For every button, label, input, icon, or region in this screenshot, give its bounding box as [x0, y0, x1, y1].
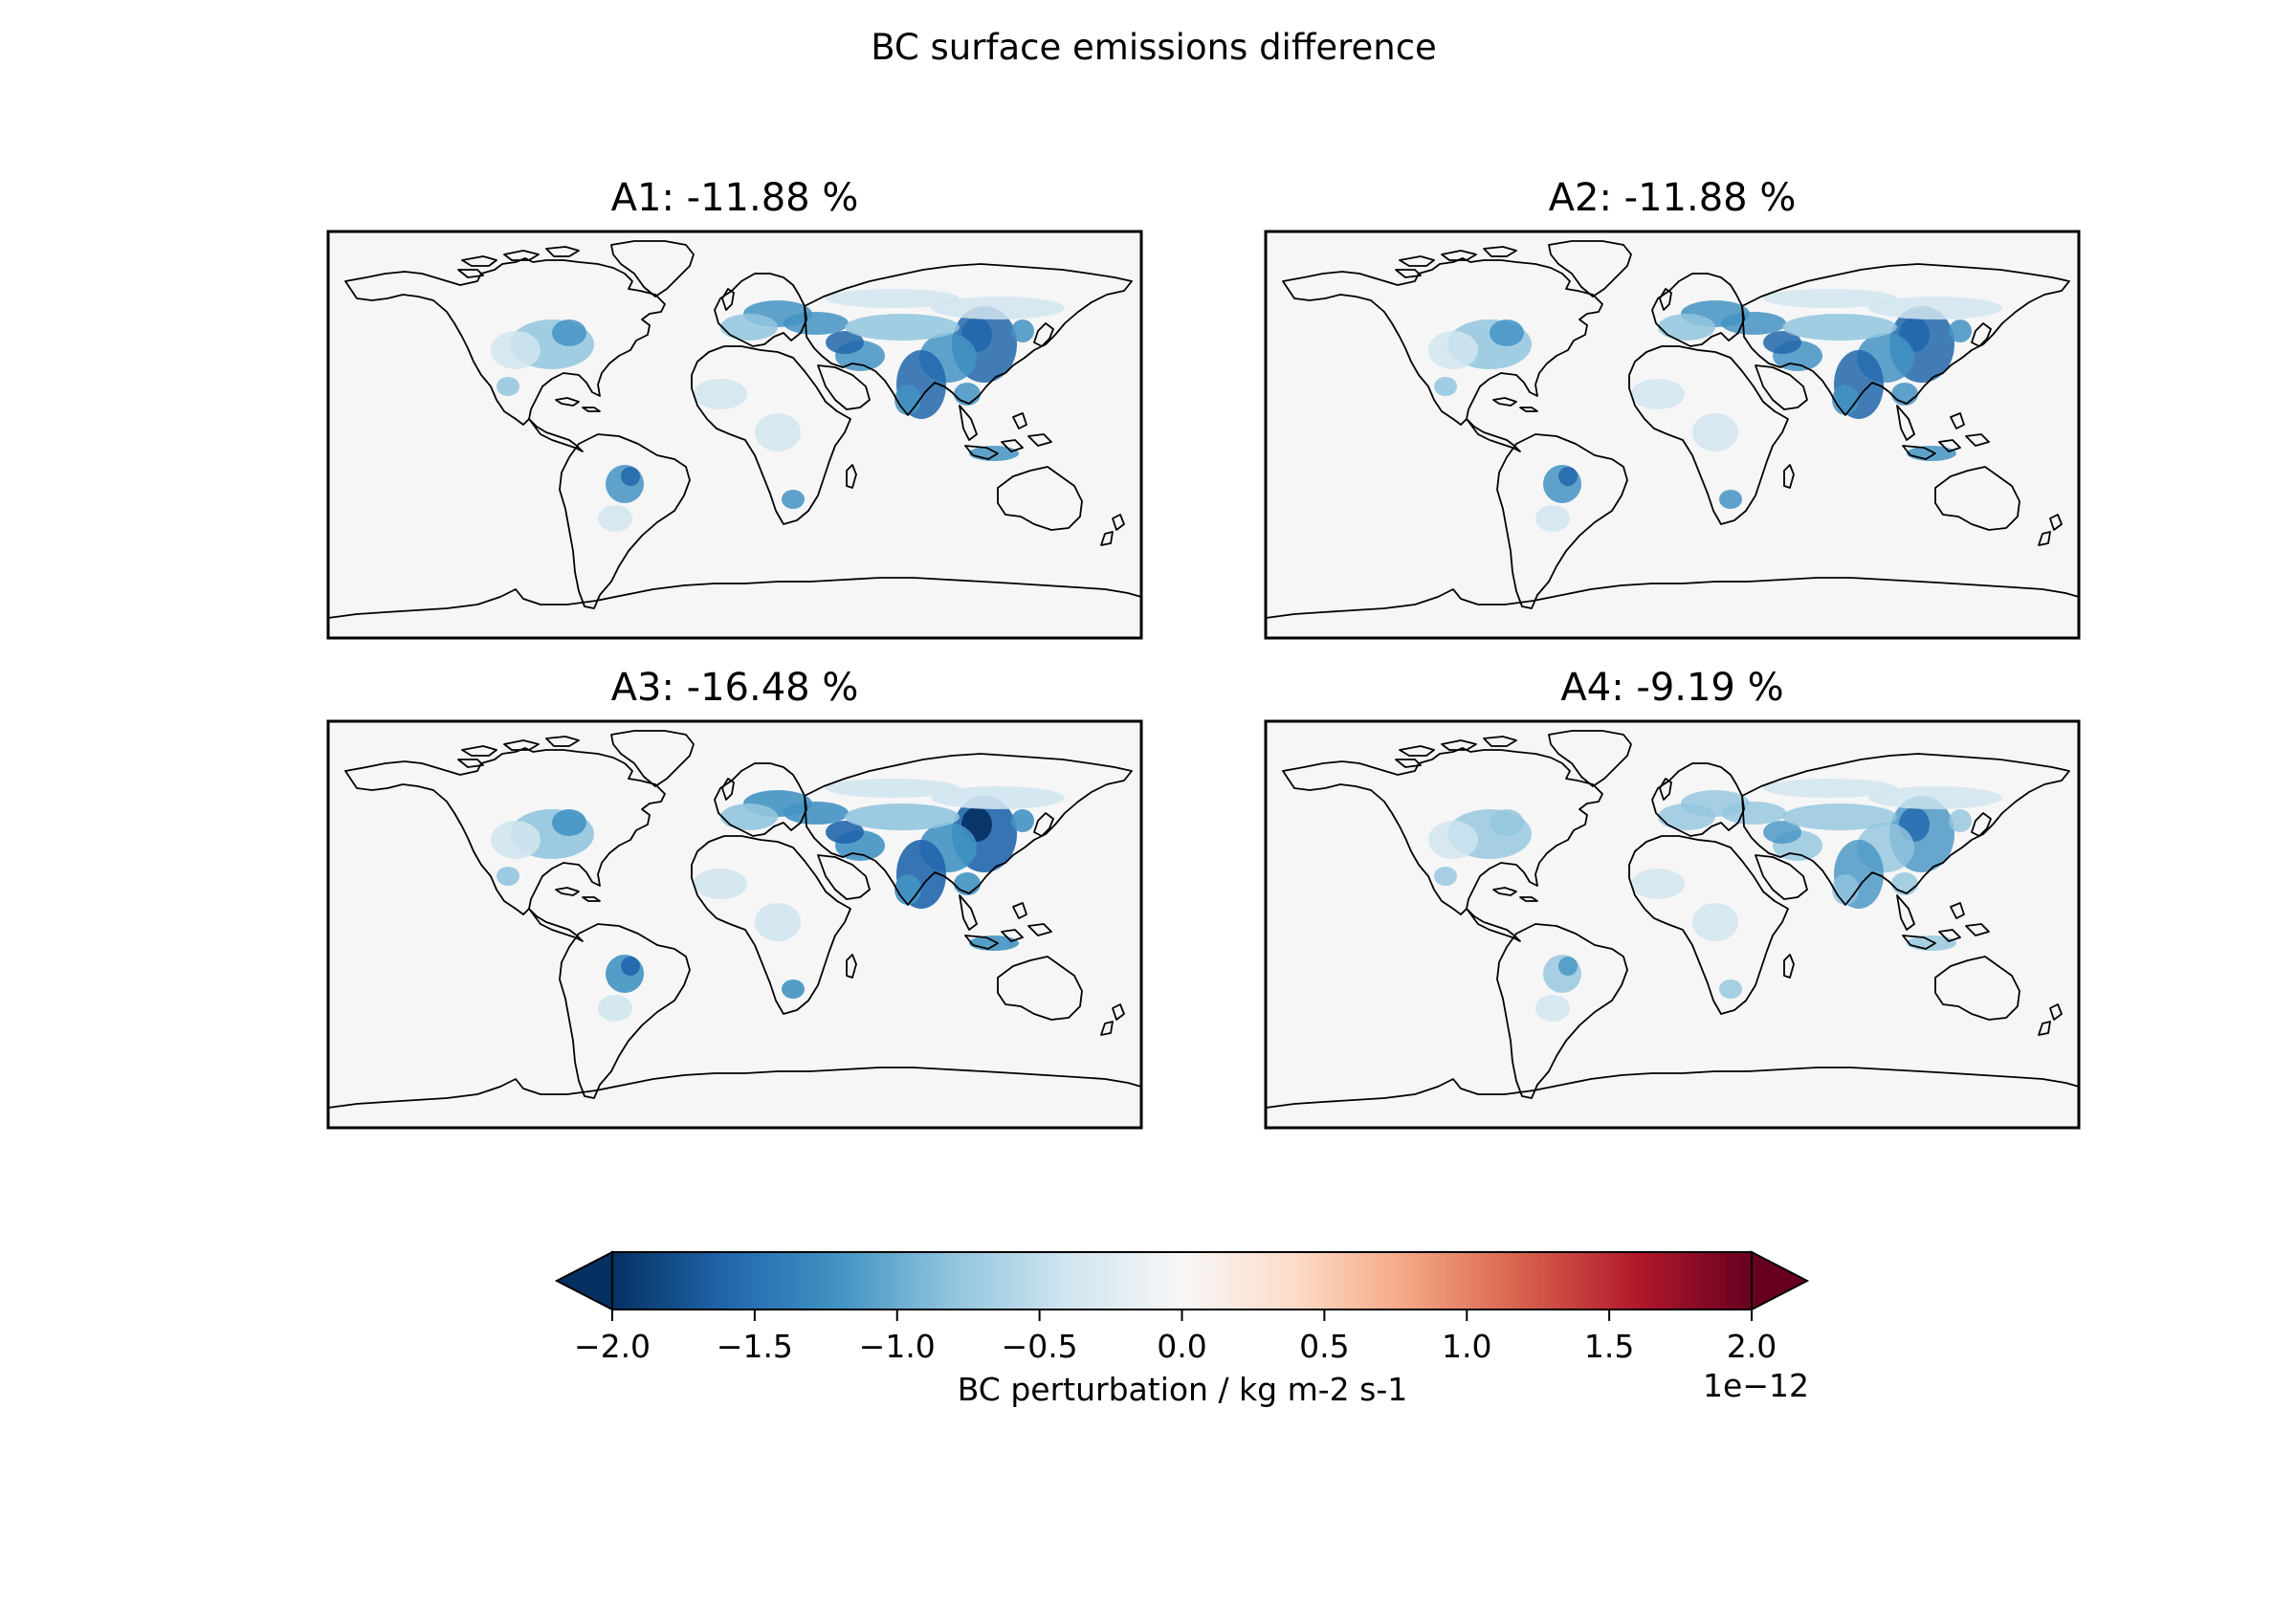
emission-hotspot [694, 379, 747, 409]
colorbar-tick-label: 1.5 [1584, 1328, 1634, 1365]
map-frame [326, 719, 1143, 1130]
colorbar-tick-label: −2.0 [574, 1328, 651, 1365]
emission-hotspot [720, 804, 778, 830]
emission-hotspot [1832, 385, 1859, 415]
panel-title: A4: -9.19 % [1560, 666, 1783, 710]
emission-hotspot [1434, 377, 1457, 396]
emission-hotspot [826, 331, 864, 354]
emission-hotspot [1434, 867, 1457, 886]
emission-hotspot [1631, 869, 1685, 899]
emission-hotspot [1949, 319, 1972, 342]
emission-hotspot [1763, 289, 1897, 308]
map-panel-a3: A3: -16.48 % [326, 666, 1143, 1130]
emission-hotspot [497, 867, 519, 886]
emission-hotspot [1763, 779, 1897, 798]
colorbar-tick-label: 2.0 [1727, 1328, 1777, 1365]
emission-hotspot [782, 980, 805, 999]
emission-hotspot [755, 903, 801, 941]
colorbar-extend-min [554, 1250, 613, 1311]
colorbar-gradient [612, 1252, 1752, 1310]
map-panel-a4: A4: -9.19 % [1264, 666, 2081, 1130]
map-frame [1264, 719, 2081, 1130]
colorbar-extend-max [1751, 1250, 1810, 1311]
emission-hotspot [491, 821, 541, 859]
emission-hotspot [552, 809, 586, 836]
emission-hotspot [1832, 874, 1859, 905]
colorbar-tick-label: −1.5 [717, 1328, 793, 1365]
colorbar-tick-label: −0.5 [1002, 1328, 1078, 1365]
emission-hotspot [894, 385, 921, 415]
colorbar-label: BC perturbation / kg m-2 s-1 [958, 1371, 1408, 1408]
emission-hotspot [1428, 331, 1478, 369]
map-frame [1264, 230, 2081, 640]
emission-hotspot [845, 314, 960, 341]
emission-hotspot [552, 319, 586, 346]
emission-hotspot [1868, 786, 2002, 809]
emission-hotspot [845, 804, 960, 830]
colorbar: −2.0 −1.5 −1.0 −0.5 0.0 0.5 1.0 1.5 2.0 BC pertu… [554, 1250, 1810, 1408]
colorbar-tick-label: 0.5 [1299, 1328, 1349, 1365]
emission-hotspot [1763, 821, 1801, 844]
panel-title: A2: -11.88 % [1549, 176, 1797, 220]
emission-hotspot [1011, 319, 1034, 342]
map-panel-a1: A1: -11.88 % [326, 176, 1143, 640]
emission-hotspot [598, 505, 632, 532]
emission-hotspot [1558, 467, 1578, 486]
emission-hotspot [1558, 957, 1578, 976]
emission-hotspot [1631, 379, 1685, 409]
emission-hotspot [491, 331, 541, 369]
emission-hotspot [497, 377, 519, 396]
emission-hotspot [1868, 297, 2002, 319]
emission-hotspot [969, 936, 1019, 951]
emission-hotspot [1535, 505, 1570, 532]
emission-hotspot [1428, 821, 1478, 859]
emission-hotspot [894, 874, 921, 905]
emission-hotspot [598, 995, 632, 1022]
colorbar-tick-label: 0.0 [1157, 1328, 1206, 1365]
emission-hotspot [1658, 804, 1715, 830]
emission-hotspot [1782, 314, 1897, 341]
emission-hotspot [1719, 490, 1742, 509]
emission-hotspot [621, 467, 640, 486]
map-panel-a2: A2: -11.88 % [1264, 176, 2081, 640]
emission-hotspot [782, 490, 805, 509]
emission-hotspots [491, 779, 1065, 1022]
emission-hotspot [931, 786, 1065, 809]
emission-hotspot [1490, 809, 1524, 836]
figure-title: BC surface emissions difference [871, 27, 1437, 68]
emission-hotspot [1535, 995, 1570, 1022]
emission-hotspot [1658, 314, 1715, 341]
emission-hotspot [1719, 980, 1742, 999]
emission-hotspot [1692, 903, 1738, 941]
emission-hotspots [1428, 289, 2002, 532]
colorbar-ticks: −2.0 −1.5 −1.0 −0.5 0.0 0.5 1.0 1.5 2.0 [574, 1310, 1777, 1365]
panel-title: A1: -11.88 % [611, 176, 859, 220]
emission-hotspot [1907, 446, 1956, 461]
emission-hotspot [826, 289, 960, 308]
emission-hotspot [1949, 809, 1972, 832]
emission-hotspot [931, 297, 1065, 319]
emission-hotspot [621, 957, 640, 976]
colorbar-tick-label: −1.0 [859, 1328, 936, 1365]
emission-hotspot [755, 413, 801, 451]
colorbar-multiplier: 1e−12 [1703, 1367, 1809, 1404]
colorbar-tick-label: 1.0 [1442, 1328, 1491, 1365]
emission-hotspot [1011, 809, 1034, 832]
map-frame [326, 230, 1143, 640]
emission-hotspot [1907, 936, 1956, 951]
emission-hotspot [969, 446, 1019, 461]
emission-hotspot [1490, 319, 1524, 346]
emission-hotspot [1782, 804, 1897, 830]
emission-hotspot [1763, 331, 1801, 354]
emission-hotspot [694, 869, 747, 899]
emission-hotspot [826, 779, 960, 798]
panel-title: A3: -16.48 % [611, 666, 859, 710]
emission-hotspot [826, 821, 864, 844]
emission-hotspot [1692, 413, 1738, 451]
emission-hotspot [720, 314, 778, 341]
